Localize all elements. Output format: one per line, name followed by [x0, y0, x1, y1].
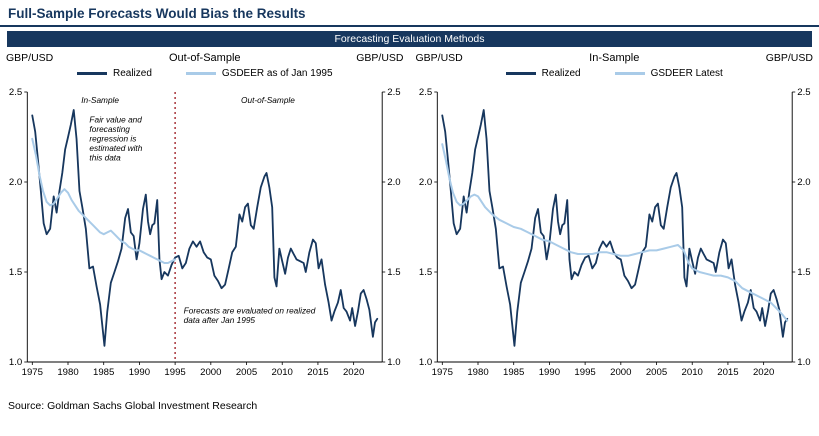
y-tick-label: 2.0 — [387, 177, 400, 188]
charts-container: GBP/USD Out-of-Sample GBP/USD Realized G… — [0, 48, 819, 388]
legend-item-realized: Realized — [76, 68, 152, 79]
x-tick-label: 1990 — [129, 367, 150, 378]
x-tick-label: 1980 — [467, 367, 488, 378]
y-axis-unit-right: GBP/USD — [356, 52, 404, 64]
x-tick-label: 1990 — [538, 367, 559, 378]
y-tick-label: 2.5 — [9, 87, 22, 98]
x-tick-label: 2015 — [717, 367, 738, 378]
x-tick-label: 2020 — [343, 367, 364, 378]
x-tick-label: 2020 — [752, 367, 773, 378]
y-tick-label: 1.0 — [418, 357, 431, 368]
page-title: Full-Sample Forecasts Would Bias the Res… — [0, 0, 819, 27]
y-tick-label: 2.5 — [797, 87, 810, 98]
chart-in-sample: 1.0 1.0 1.5 1.5 2.0 2.0 2.5 2.5 1975 1980 1985 1990… — [418, 87, 810, 378]
legend-in-sample: Realized GSDEER Latest — [410, 65, 819, 82]
annotation: Fair value and forecasting regression is es… — [89, 116, 142, 163]
y-tick-label: 2.5 — [418, 87, 431, 98]
annotation: Out-of-Sample — [241, 96, 295, 105]
gsdeer-jan-1995-line-swatch — [185, 72, 216, 75]
panel-out-of-sample: GBP/USD Out-of-Sample GBP/USD Realized G… — [0, 48, 410, 388]
header-bar-label: Forecasting Evaluation Methods — [334, 33, 485, 45]
annotation: In-Sample — [81, 96, 119, 105]
annotation: Forecasts are evaluated on realized data … — [184, 306, 316, 324]
x-tick-label: 2000 — [200, 367, 221, 378]
y-axis-unit-left: GBP/USD — [415, 52, 463, 64]
y-tick-label: 1.5 — [797, 267, 810, 278]
y-tick-label: 1.5 — [418, 267, 431, 278]
panel-head-right: GBP/USD In-Sample GBP/USD — [410, 48, 819, 65]
realized-line — [440, 109, 788, 347]
y-tick-label: 2.0 — [9, 177, 22, 188]
panel-head-left: GBP/USD Out-of-Sample GBP/USD — [0, 48, 410, 65]
legend-label-realized: Realized — [541, 68, 581, 79]
panel-in-sample: GBP/USD In-Sample GBP/USD Realized GSDEE… — [410, 48, 819, 388]
y-tick-label: 2.0 — [418, 177, 431, 188]
x-tick-label: 1985 — [93, 367, 114, 378]
legend-out-of-sample: Realized GSDEER as of Jan 1995 — [0, 65, 410, 82]
y-tick-label: 1.0 — [9, 357, 22, 368]
panel-title-out-of-sample: Out-of-Sample — [168, 52, 241, 64]
legend-item-realized: Realized — [505, 68, 581, 79]
y-tick-label: 1.0 — [797, 357, 810, 368]
x-tick-label: 2010 — [681, 367, 702, 378]
x-tick-label: 1985 — [503, 367, 524, 378]
realized-line — [31, 109, 379, 347]
gsdeer-latest-line — [440, 143, 788, 322]
y-tick-label: 1.5 — [9, 267, 22, 278]
legend-item-gsdeer-jan-1995: GSDEER as of Jan 1995 — [185, 68, 333, 79]
x-tick-label: 1995 — [164, 367, 185, 378]
x-tick-label: 2010 — [272, 367, 293, 378]
x-tick-label: 2000 — [610, 367, 631, 378]
gsdeer-latest-line-swatch — [614, 72, 645, 75]
realized-line-swatch — [76, 72, 107, 75]
chart-out-of-sample: 1.0 1.0 1.5 1.5 2.0 2.0 2.5 2.5 1975 1980 1985 1990… — [9, 87, 401, 378]
x-tick-label: 2005 — [236, 367, 257, 378]
y-tick-label: 2.5 — [387, 87, 400, 98]
report: Full-Sample Forecasts Would Bias the Res… — [0, 0, 819, 412]
legend-label-gsdeer-latest: GSDEER Latest — [650, 68, 723, 79]
x-tick-label: 1995 — [574, 367, 595, 378]
x-tick-label: 1975 — [22, 367, 43, 378]
x-tick-label: 2015 — [307, 367, 328, 378]
realized-line-swatch — [505, 72, 536, 75]
legend-label-realized: Realized — [112, 68, 152, 79]
panel-title-in-sample: In-Sample — [589, 52, 640, 64]
y-axis-unit-left: GBP/USD — [6, 52, 54, 64]
x-tick-label: 1980 — [57, 367, 78, 378]
legend-item-gsdeer-latest: GSDEER Latest — [614, 68, 723, 79]
legend-label-gsdeer-jan-1995: GSDEER as of Jan 1995 — [221, 68, 333, 79]
x-tick-label: 1975 — [431, 367, 452, 378]
x-tick-label: 2005 — [645, 367, 666, 378]
y-tick-label: 1.5 — [387, 267, 400, 278]
header-bar: Forecasting Evaluation Methods — [7, 31, 812, 47]
y-tick-label: 2.0 — [797, 177, 810, 188]
y-tick-label: 1.0 — [387, 357, 400, 368]
source-note: Source: Goldman Sachs Global Investment … — [8, 400, 258, 412]
gsdeer-as-of-jan-1995-line — [31, 137, 177, 264]
y-axis-unit-right: GBP/USD — [765, 52, 813, 64]
